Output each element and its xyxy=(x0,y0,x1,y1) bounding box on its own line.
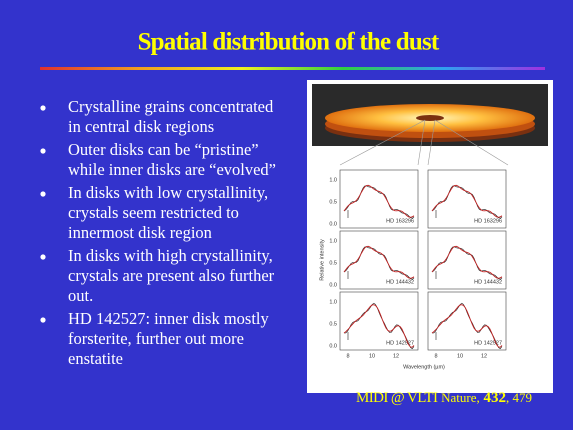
bullet-dot xyxy=(40,148,46,154)
bullet-dot xyxy=(40,105,46,111)
caption-journal: Nature, xyxy=(441,390,480,405)
zoom-lines xyxy=(339,119,509,166)
panel-label: HD 163296 xyxy=(474,218,502,224)
panel-label: HD 142527 xyxy=(386,340,414,346)
x-tick-label: 8 xyxy=(434,353,437,359)
y-tick-label: 0.5 xyxy=(329,321,337,327)
spectrum-frame xyxy=(339,291,419,351)
bullet-text: innermost disk region xyxy=(68,223,212,242)
spectrum-frame xyxy=(339,169,419,229)
x-tick-label: 10 xyxy=(369,353,375,359)
x-tick-label: 10 xyxy=(457,353,463,359)
y-axis-label: Relative intensity xyxy=(319,239,325,281)
y-tick-label: 1.0 xyxy=(329,238,337,244)
y-tick-label: 0.0 xyxy=(329,343,337,349)
x-tick-label: 8 xyxy=(346,353,349,359)
bullet-dot xyxy=(40,191,46,197)
bullet-text: while inner disks are “evolved” xyxy=(68,160,276,179)
bullet-text: Crystalline grains concentrated xyxy=(68,97,274,116)
bullet-text: In disks with low crystallinity, xyxy=(68,183,268,202)
model-curve xyxy=(431,304,503,348)
disk-image xyxy=(312,84,548,146)
panel-label: HD 144432 xyxy=(386,279,414,285)
bullet-text: forsterite, further out more xyxy=(68,329,244,348)
bullet-text: out. xyxy=(68,286,93,305)
model-curve xyxy=(343,245,415,279)
y-tick-label: 0.0 xyxy=(329,282,337,288)
panel-label: HD 142527 xyxy=(474,340,502,346)
model-curve xyxy=(343,184,415,218)
spectrum-frame xyxy=(427,169,507,229)
y-tick-label: 1.0 xyxy=(329,299,337,305)
model-curve xyxy=(431,245,503,279)
spectrum-frame xyxy=(427,230,507,290)
caption-pages: , 479 xyxy=(506,390,532,405)
bullet-text: In disks with high crystallinity, xyxy=(68,246,273,265)
y-tick-label: 0.5 xyxy=(329,199,337,205)
panel-label: HD 144432 xyxy=(474,279,502,285)
x-tick-label: 12 xyxy=(481,353,487,359)
caption-source: MIDI @ VLTI xyxy=(356,390,438,406)
x-tick-label: 12 xyxy=(393,353,399,359)
panel-label: HD 163296 xyxy=(386,218,414,224)
bullet-text: enstatite xyxy=(68,349,123,368)
y-tick-label: 1.0 xyxy=(329,177,337,183)
bullet-dot xyxy=(40,317,46,323)
spectrum-frame xyxy=(427,291,507,351)
y-tick-label: 0.0 xyxy=(329,221,337,227)
x-axis-label: Wavelength (µm) xyxy=(403,364,445,370)
bullet-text: crystals are present also further xyxy=(68,266,275,285)
model-curve xyxy=(343,304,415,348)
spectrum-frame xyxy=(339,230,419,290)
bullet-text: HD 142527: inner disk mostly xyxy=(68,309,269,328)
slide-title: Spatial distribution of the dust xyxy=(138,29,440,56)
bullet-text: crystals seem restricted to xyxy=(68,203,239,222)
spectra: HD 163296 1.0 0.5 0.0 HD 163296 HD 144432 1.0 0… xyxy=(319,169,507,370)
caption-volume: 432 xyxy=(484,390,507,406)
caption: MIDI @ VLTI Nature, 432, 479 xyxy=(356,390,532,406)
model-curve xyxy=(431,184,503,218)
bullet-text: in central disk regions xyxy=(68,117,214,136)
y-tick-label: 0.5 xyxy=(329,260,337,266)
bullet-dot xyxy=(40,254,46,260)
rainbow-rule xyxy=(40,67,545,70)
bullet-text: Outer disks can be “pristine” xyxy=(68,140,259,159)
